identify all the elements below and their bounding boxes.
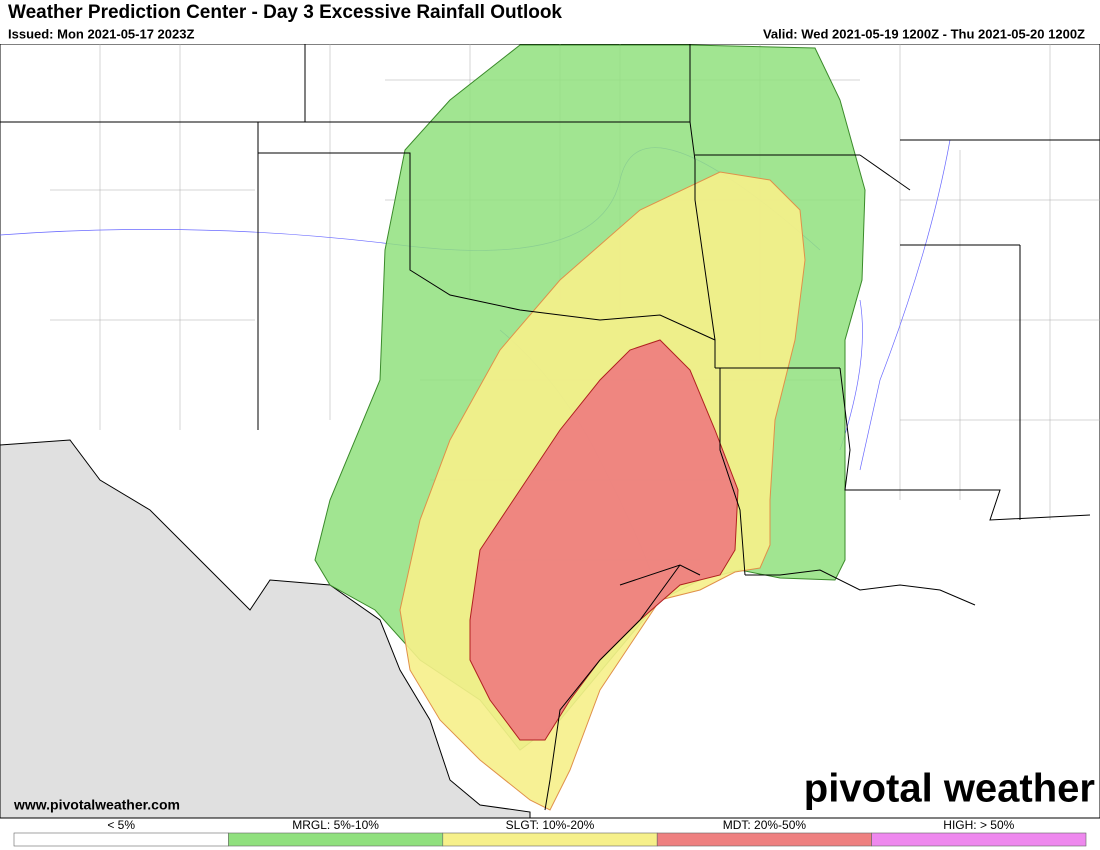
legend-label: MDT: 20%-50%: [723, 818, 807, 832]
moderate-area: [469, 339, 739, 741]
legend-swatch: [871, 832, 1087, 847]
legend-swatch: [228, 832, 444, 847]
legend: < 5% MRGL: 5%-10% SLGT: 10%-20% MDT: 20%-50…: [13, 818, 1087, 847]
title: Weather Prediction Center - Day 3 Excess…: [8, 2, 562, 23]
legend-label: SLGT: 10%-20%: [506, 818, 595, 832]
issued: Issued: Mon 2021-05-17 2023Z: [8, 26, 194, 41]
valid: Valid: Wed 2021-05-19 1200Z - Thu 2021-0…: [763, 26, 1085, 41]
legend-swatch: [656, 832, 872, 847]
legend-swatch: [13, 832, 229, 847]
legend-label: MRGL: 5%-10%: [292, 818, 379, 832]
risk-areas: [314, 44, 866, 811]
legend-label: HIGH: > 50%: [943, 818, 1014, 832]
legend-label: < 5%: [107, 818, 135, 832]
header-bg: [0, 0, 1100, 44]
state-lines: [0, 44, 1100, 811]
legend-swatch: [442, 832, 658, 847]
logo: pivotal weather: [804, 767, 1095, 811]
mexico: [0, 439, 531, 819]
website: www.pivotalweather.com: [13, 797, 180, 813]
